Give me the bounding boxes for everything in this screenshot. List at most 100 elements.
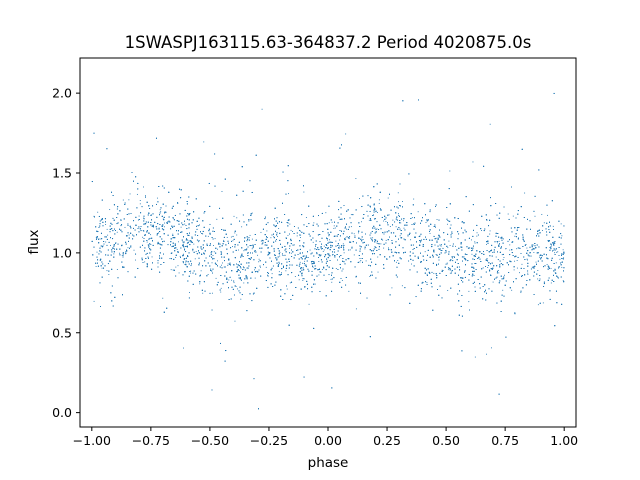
data-point [452,260,454,262]
data-point [96,251,98,253]
data-point [210,251,212,253]
data-point [214,238,216,240]
data-point [178,241,179,243]
data-point [387,197,389,199]
data-point [120,218,122,220]
data-point [552,225,554,227]
data-point [364,248,366,250]
data-point [241,226,243,228]
data-point [441,269,443,271]
data-point [516,267,518,269]
data-point [238,249,240,251]
data-point [335,268,337,269]
data-point [380,243,382,245]
data-point [492,251,494,253]
data-point [160,211,162,213]
data-point [95,266,97,267]
data-point [518,237,519,239]
data-point [547,214,548,216]
data-point [385,221,387,223]
data-point [327,239,328,241]
data-point [135,259,136,261]
data-point [207,274,209,275]
data-point [495,256,497,258]
data-point [274,225,276,227]
data-point [486,243,487,245]
data-point [215,277,217,279]
data-point [401,285,403,287]
data-point [312,241,314,243]
data-point [338,245,340,247]
data-point [115,242,117,244]
data-point [234,232,236,234]
data-point [270,237,272,239]
data-point [279,255,281,257]
data-point [411,263,412,265]
data-point [105,224,107,225]
data-point [468,301,470,303]
data-point [353,254,355,256]
data-point [471,253,473,255]
data-point [254,277,256,279]
data-point [101,267,103,269]
data-point [537,270,539,271]
data-point [501,254,503,256]
data-point [235,285,237,287]
data-point [429,232,431,234]
data-point [320,271,322,273]
data-point [321,248,323,250]
data-point [253,246,254,248]
data-point [252,247,254,249]
data-point [258,261,260,263]
data-point [106,228,108,230]
data-point [399,235,401,237]
data-points [91,92,565,410]
data-point [519,272,520,274]
data-point [304,258,306,260]
data-point [441,244,442,246]
data-point [562,249,564,251]
data-point [191,240,193,242]
data-point [305,217,307,218]
data-point [426,282,428,284]
data-point [247,267,249,269]
data-point [537,304,539,306]
data-point [435,254,437,255]
data-point [513,269,515,271]
data-point [323,245,325,247]
data-point [179,255,181,257]
data-point [116,231,118,233]
data-point [148,246,150,248]
data-point [222,262,223,264]
data-point [313,222,315,224]
data-point [237,288,238,290]
data-point [127,247,129,249]
data-point [407,234,409,236]
data-point [309,249,311,251]
data-point [194,258,196,260]
data-point [266,230,268,232]
data-point [353,233,355,235]
data-point [189,292,190,293]
data-point [299,230,301,232]
data-point [525,243,527,245]
data-point [534,215,536,217]
data-point [133,249,135,251]
data-point [110,244,111,246]
data-point [533,252,535,253]
data-point [345,133,347,135]
data-point [449,170,451,172]
data-point [176,248,178,250]
data-point [426,273,428,275]
data-point [502,289,504,291]
data-point [385,239,387,241]
data-point [359,261,361,263]
data-point [455,245,457,247]
data-point [302,279,304,281]
data-point [236,217,238,219]
data-point [186,242,188,244]
data-point [318,274,320,276]
data-point [162,218,164,220]
data-point [184,223,186,225]
data-point [142,229,144,231]
